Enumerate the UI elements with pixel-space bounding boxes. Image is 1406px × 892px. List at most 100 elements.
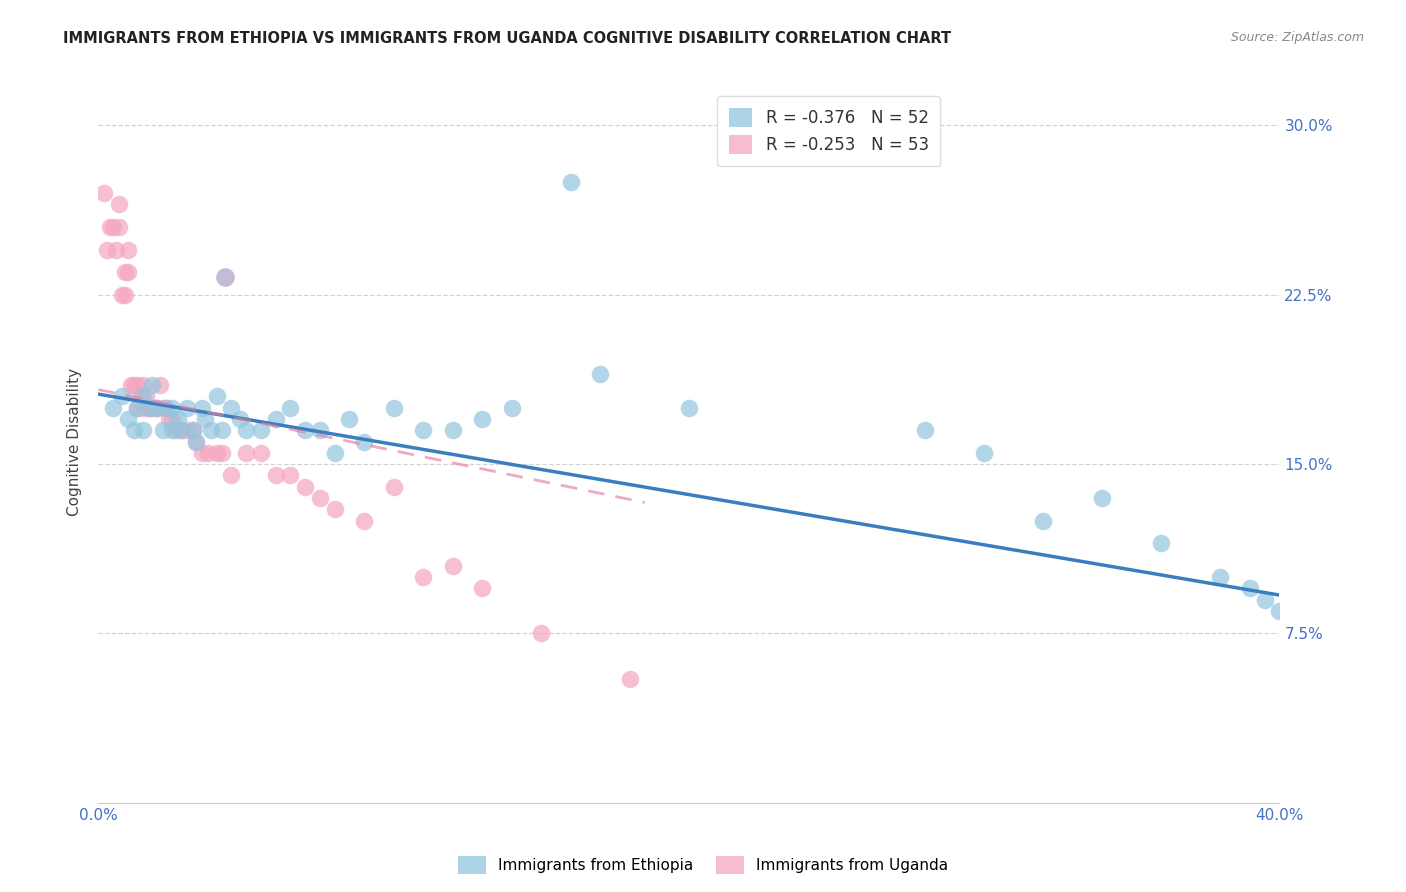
Point (132, 423, 155, 437)
Point (309, 423, 332, 437)
Point (280, 401, 302, 415)
Point (146, 401, 169, 415)
Point (205, 446, 228, 460)
Point (471, 412, 494, 426)
Point (235, 423, 257, 437)
Point (412, 423, 434, 437)
Legend: Immigrants from Ethiopia, Immigrants from Uganda: Immigrants from Ethiopia, Immigrants fro… (451, 850, 955, 880)
Point (184, 434, 207, 449)
Point (973, 446, 995, 460)
Point (105, 243, 128, 257)
Point (280, 468, 302, 483)
Point (214, 269, 236, 284)
Point (1254, 592, 1277, 607)
Point (589, 367, 612, 381)
Point (103, 401, 125, 415)
Point (1032, 514, 1054, 528)
Point (560, 175, 582, 189)
Point (125, 401, 148, 415)
Point (323, 502, 346, 516)
Text: Source: ZipAtlas.com: Source: ZipAtlas.com (1230, 31, 1364, 45)
Point (1091, 491, 1114, 505)
Point (132, 389, 155, 403)
Point (678, 401, 700, 415)
Point (108, 220, 131, 235)
Point (111, 389, 134, 403)
Point (191, 446, 214, 460)
Point (176, 423, 198, 437)
Point (441, 423, 464, 437)
Point (114, 287, 136, 301)
Point (181, 423, 204, 437)
Point (197, 446, 219, 460)
Point (125, 401, 148, 415)
Point (339, 412, 361, 426)
Point (382, 401, 405, 415)
Point (141, 378, 163, 392)
Legend: R = -0.376   N = 52, R = -0.253   N = 53: R = -0.376 N = 52, R = -0.253 N = 53 (717, 95, 941, 166)
Point (250, 423, 273, 437)
Point (141, 401, 163, 415)
Point (309, 491, 332, 505)
Point (211, 446, 233, 460)
Point (221, 468, 243, 483)
Point (353, 434, 375, 449)
Point (125, 378, 148, 392)
Point (471, 582, 494, 596)
Point (96, 243, 118, 257)
Point (143, 401, 166, 415)
Point (501, 401, 523, 415)
Point (93, 186, 115, 201)
Point (181, 423, 204, 437)
Point (229, 412, 252, 426)
Point (122, 378, 145, 392)
Point (170, 423, 193, 437)
Point (191, 401, 214, 415)
Point (117, 412, 139, 426)
Point (184, 434, 207, 449)
Point (122, 423, 145, 437)
Y-axis label: Cognitive Disability: Cognitive Disability (67, 368, 83, 516)
Point (176, 401, 198, 415)
Point (162, 423, 183, 437)
Point (167, 412, 190, 426)
Text: IMMIGRANTS FROM ETHIOPIA VS IMMIGRANTS FROM UGANDA COGNITIVE DISABILITY CORRELAT: IMMIGRANTS FROM ETHIOPIA VS IMMIGRANTS F… (63, 31, 952, 46)
Point (132, 401, 155, 415)
Point (117, 265, 139, 279)
Point (135, 389, 157, 403)
Point (120, 378, 142, 392)
Point (294, 480, 316, 494)
Point (1268, 604, 1291, 618)
Point (441, 558, 464, 573)
Point (619, 672, 641, 686)
Point (221, 401, 243, 415)
Point (250, 446, 273, 460)
Point (155, 401, 177, 415)
Point (132, 378, 155, 392)
Point (138, 401, 160, 415)
Point (412, 570, 434, 584)
Point (149, 378, 172, 392)
Point (117, 243, 139, 257)
Point (162, 401, 183, 415)
Point (162, 412, 183, 426)
Point (211, 423, 233, 437)
Point (155, 401, 177, 415)
Point (205, 389, 228, 403)
Point (294, 423, 316, 437)
Point (152, 423, 174, 437)
Point (152, 401, 174, 415)
Point (108, 197, 131, 211)
Point (194, 412, 217, 426)
Point (382, 480, 405, 494)
Point (914, 423, 936, 437)
Point (128, 389, 150, 403)
Point (170, 423, 193, 437)
Point (264, 468, 287, 483)
Point (264, 412, 287, 426)
Point (111, 287, 134, 301)
Point (157, 412, 180, 426)
Point (323, 446, 346, 460)
Point (530, 626, 553, 640)
Point (1150, 536, 1173, 550)
